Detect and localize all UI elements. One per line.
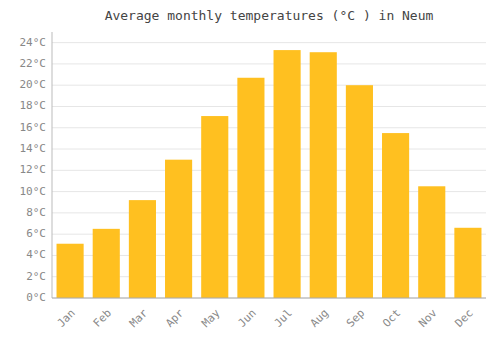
bar [418,186,445,298]
x-tick-label: Apr [163,306,187,330]
bar [382,133,409,298]
y-tick-label: 16°C [20,121,47,134]
grid-line [52,170,486,171]
y-tick-label: 2°C [26,270,46,283]
x-tick-label: Dec [452,307,475,330]
x-tick-labels: Jan Feb Mar Apr May Jun Jul Aug Sep Oct Nov Dec [55,306,476,330]
bars [57,50,482,298]
x-axis-line [52,298,486,299]
bar [237,78,264,298]
y-axis-line [52,32,53,298]
chart-container: 0°C 2°C 4°C 6°C 8°C 10°C 12°C 14°C 16°C 18°C 20°C 2… [0,0,500,350]
y-grid [52,43,486,298]
x-tick-label: Oct [380,307,403,330]
y-tick-label: 4°C [26,248,46,261]
bar [454,228,481,298]
y-tick-label: 8°C [26,206,46,219]
y-tick-label: 20°C [20,78,47,91]
x-tick-label: Aug [308,307,331,330]
x-tick-label: Jul [272,307,295,330]
bar [346,85,373,298]
bar [57,244,84,298]
bar [129,200,156,298]
grid-line [52,127,486,128]
bar [274,50,301,298]
chart-title: Average monthly temperatures (°C ) in Ne… [105,8,434,23]
bar [201,116,228,298]
grid-line [52,149,486,150]
y-tick-label: 12°C [20,163,47,176]
grid-line [52,85,486,86]
y-tick-label: 14°C [20,142,47,155]
y-tick-labels: 0°C 2°C 4°C 6°C 8°C 10°C 12°C 14°C 16°C 18°C 20°C 2… [20,36,47,304]
y-tick-label: 6°C [26,227,46,240]
bar [310,52,337,298]
page: {"chart_data": {"type": "bar", "title": … [0,0,500,350]
y-tick-label: 24°C [20,36,47,49]
y-tick-label: 10°C [20,185,47,198]
x-tick-label: Jun [235,307,258,330]
x-tick-label: Feb [91,307,114,330]
x-tick-label: May [199,306,223,330]
x-tick-label: Mar [127,306,151,330]
grid-line [52,106,486,107]
y-tick-label: 22°C [20,57,47,70]
bar [93,229,120,298]
grid-line [52,63,486,64]
y-tick-label: 0°C [26,291,46,304]
x-tick-label: Nov [416,306,440,330]
x-tick-label: Jan [55,307,78,330]
bar [165,160,192,298]
x-tick-label: Sep [344,307,367,330]
chart-svg: 0°C 2°C 4°C 6°C 8°C 10°C 12°C 14°C 16°C 18°C 20°C 2… [0,0,500,350]
grid-line [52,42,486,43]
y-tick-label: 18°C [20,99,47,112]
grid-line [52,298,486,299]
